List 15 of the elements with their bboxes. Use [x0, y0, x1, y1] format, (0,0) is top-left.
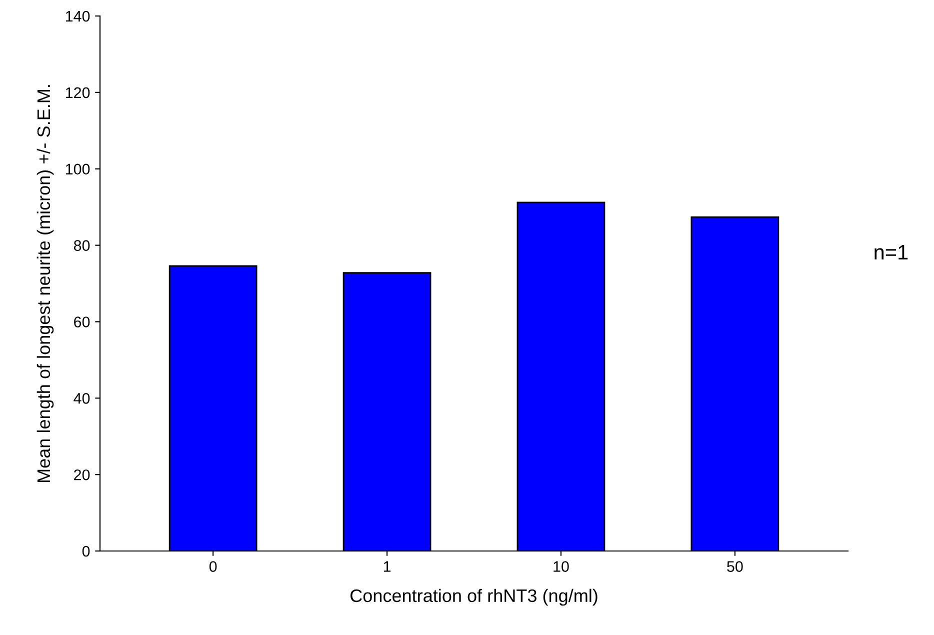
y-tick-label: 140 [66, 10, 90, 22]
y-tick-label: 80 [74, 240, 90, 251]
x-axis-title: Concentration of rhNT3 (ng/ml) [350, 588, 598, 606]
y-tick-label: 120 [66, 87, 90, 98]
x-tick-label: 50 [727, 561, 743, 572]
y-tick-label: 20 [74, 469, 90, 480]
y-axis-title: Mean length of longest neurite (micron) +/- S.E.M. [36, 85, 54, 482]
y-tick-label: 40 [74, 393, 90, 404]
x-tick-label: 0 [209, 561, 217, 572]
x-tick-label: 1 [384, 561, 391, 572]
text: n=1 [874, 245, 908, 260]
x-tick-label: 10 [554, 561, 569, 572]
y-tick-label: 0 [82, 546, 90, 557]
y-tick-label: 100 [66, 164, 90, 175]
y-tick-label: 60 [74, 316, 90, 328]
